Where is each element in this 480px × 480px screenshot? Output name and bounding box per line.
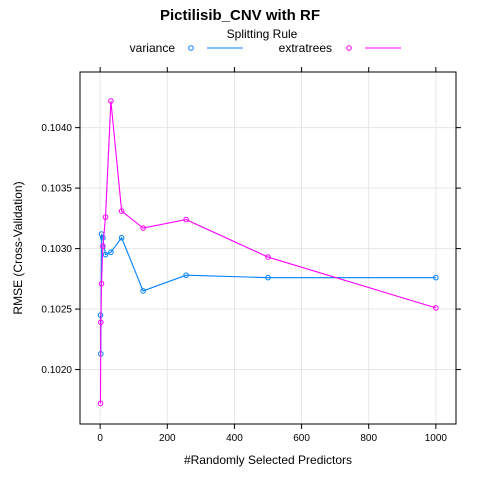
data-point-extratrees [433,305,439,311]
y-axis-title: RMSE (Cross-Validation) [11,181,25,314]
data-point-variance [140,288,146,294]
data-point-variance [118,234,125,241]
legend-title: Splitting Rule [227,27,298,41]
y-tick-label: 0.1035 [41,184,72,195]
series-variance [97,231,439,357]
data-point-extratrees [98,280,105,287]
axes: 0 200 400 600 800 1000 0.1020 0.1025 0.1030 0.103… [41,67,461,444]
data-point-extratrees [183,216,189,223]
data-point-extratrees [118,208,125,214]
data-point-variance [100,234,106,241]
data-point-variance [183,272,189,279]
legend: Splitting Rule variance extratrees [130,27,401,55]
y-tick-label: 0.1025 [41,305,72,316]
x-tick-label: 400 [226,433,243,444]
data-point-variance [265,274,271,281]
data-point-extratrees [98,319,104,326]
data-point-extratrees [100,243,106,249]
data-point-extratrees [265,254,271,260]
x-tick-label: 1000 [425,433,448,444]
data-point-variance [102,251,109,258]
legend-label-extratrees: extratrees [279,41,332,55]
x-tick-label: 200 [159,433,176,444]
grid [80,72,456,424]
y-tick-label: 0.1040 [41,123,72,134]
series-layer [97,98,439,407]
x-tick-label: 0 [97,433,103,444]
series-extratrees [97,98,439,407]
y-tick-label: 0.1020 [41,365,72,376]
data-point-variance [433,274,439,281]
data-point-extratrees [97,400,104,407]
series-line-variance [99,233,436,354]
data-point-extratrees [102,214,109,220]
x-tick-label: 600 [293,433,310,444]
data-point-extratrees [140,225,146,231]
chart-title: Pictilisib_CNV with RF [160,7,320,24]
x-axis-title: #Randomly Selected Predictors [184,453,352,467]
legend-marker-variance [188,45,194,51]
data-point-variance [108,249,114,256]
y-tick-label: 0.1030 [41,244,72,255]
legend-marker-extratrees [346,45,352,51]
legend-label-variance: variance [130,41,176,55]
series-line-extratrees [99,100,437,404]
data-point-extratrees [108,98,114,104]
x-tick-label: 800 [360,433,377,444]
plot-panel [79,71,457,425]
